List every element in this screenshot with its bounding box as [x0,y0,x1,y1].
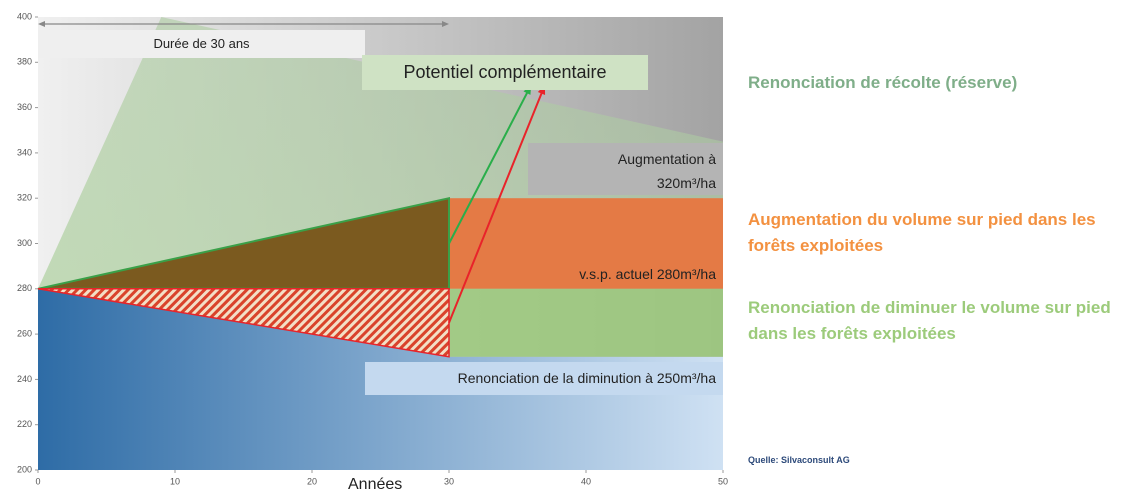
x-tick-label: 10 [170,476,180,486]
y-tick-label: 300 [17,238,32,248]
source: Quelle: Silvaconsult AG [748,455,850,465]
y-tick-label: 320 [17,193,32,203]
x-tick-label: 40 [581,476,591,486]
x-tick-label: 50 [718,476,728,486]
legend-reserve: Renonciation de récolte (réserve) [748,73,1018,92]
x-tick-label: 0 [35,476,40,486]
y-tick-label: 400 [17,11,32,21]
duration-head [442,21,449,27]
y-tick-label: 260 [17,328,32,338]
duration-label: Durée de 30 ans [38,30,365,58]
y-tick-label: 280 [17,283,32,293]
decrease-band [449,288,723,357]
x-axis-label: Années [348,476,403,493]
y-tick-label: 220 [17,419,32,429]
y-tick-label: 200 [17,464,32,474]
legend-increase: Augmentation du volume sur pied dans les… [748,210,1096,255]
y-tick-label: 360 [17,102,32,112]
x-tick-label: 20 [307,476,317,486]
arrow [448,84,533,244]
potential-label: Potentiel complémentaire [362,55,648,90]
y-tick-label: 380 [17,57,32,67]
x-tick-label: 30 [444,476,454,486]
decrease-label: Renonciation de la diminution à 250m³/ha [365,362,723,395]
increase-label: Augmentation à 320m³/ha [528,143,723,195]
arrow [448,84,546,324]
duration-head [38,21,45,27]
current-label: v.s.p. actuel 280m³/ha [579,266,716,282]
y-tick-label: 240 [17,374,32,384]
increase-band [449,198,723,289]
legend-decrease: Renonciation de diminuer le volume sur p… [748,298,1111,343]
y-tick-label: 340 [17,147,32,157]
